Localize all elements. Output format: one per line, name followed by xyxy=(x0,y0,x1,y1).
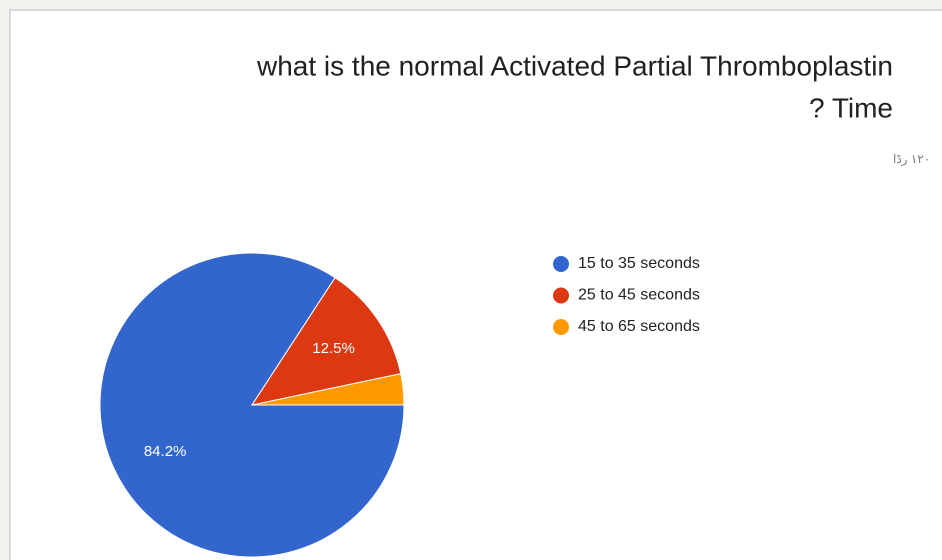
response-count: ١٢٠ ردًا xyxy=(893,152,930,166)
legend-swatch xyxy=(553,319,569,335)
title-line: ? Time xyxy=(809,92,893,123)
title-line: what is the normal Activated Partial Thr… xyxy=(256,50,893,81)
slice-label: 12.5% xyxy=(312,340,355,357)
pie-slice xyxy=(250,277,402,406)
legend-label: 15 to 35 seconds xyxy=(578,255,700,272)
legend-label: 25 to 45 seconds xyxy=(578,287,700,304)
legend-label: 45 to 65 seconds xyxy=(578,318,700,335)
slice-label: 84.2% xyxy=(144,443,187,460)
pie-slice xyxy=(251,373,405,406)
legend-swatch xyxy=(553,287,569,304)
legend-swatch xyxy=(553,256,569,272)
